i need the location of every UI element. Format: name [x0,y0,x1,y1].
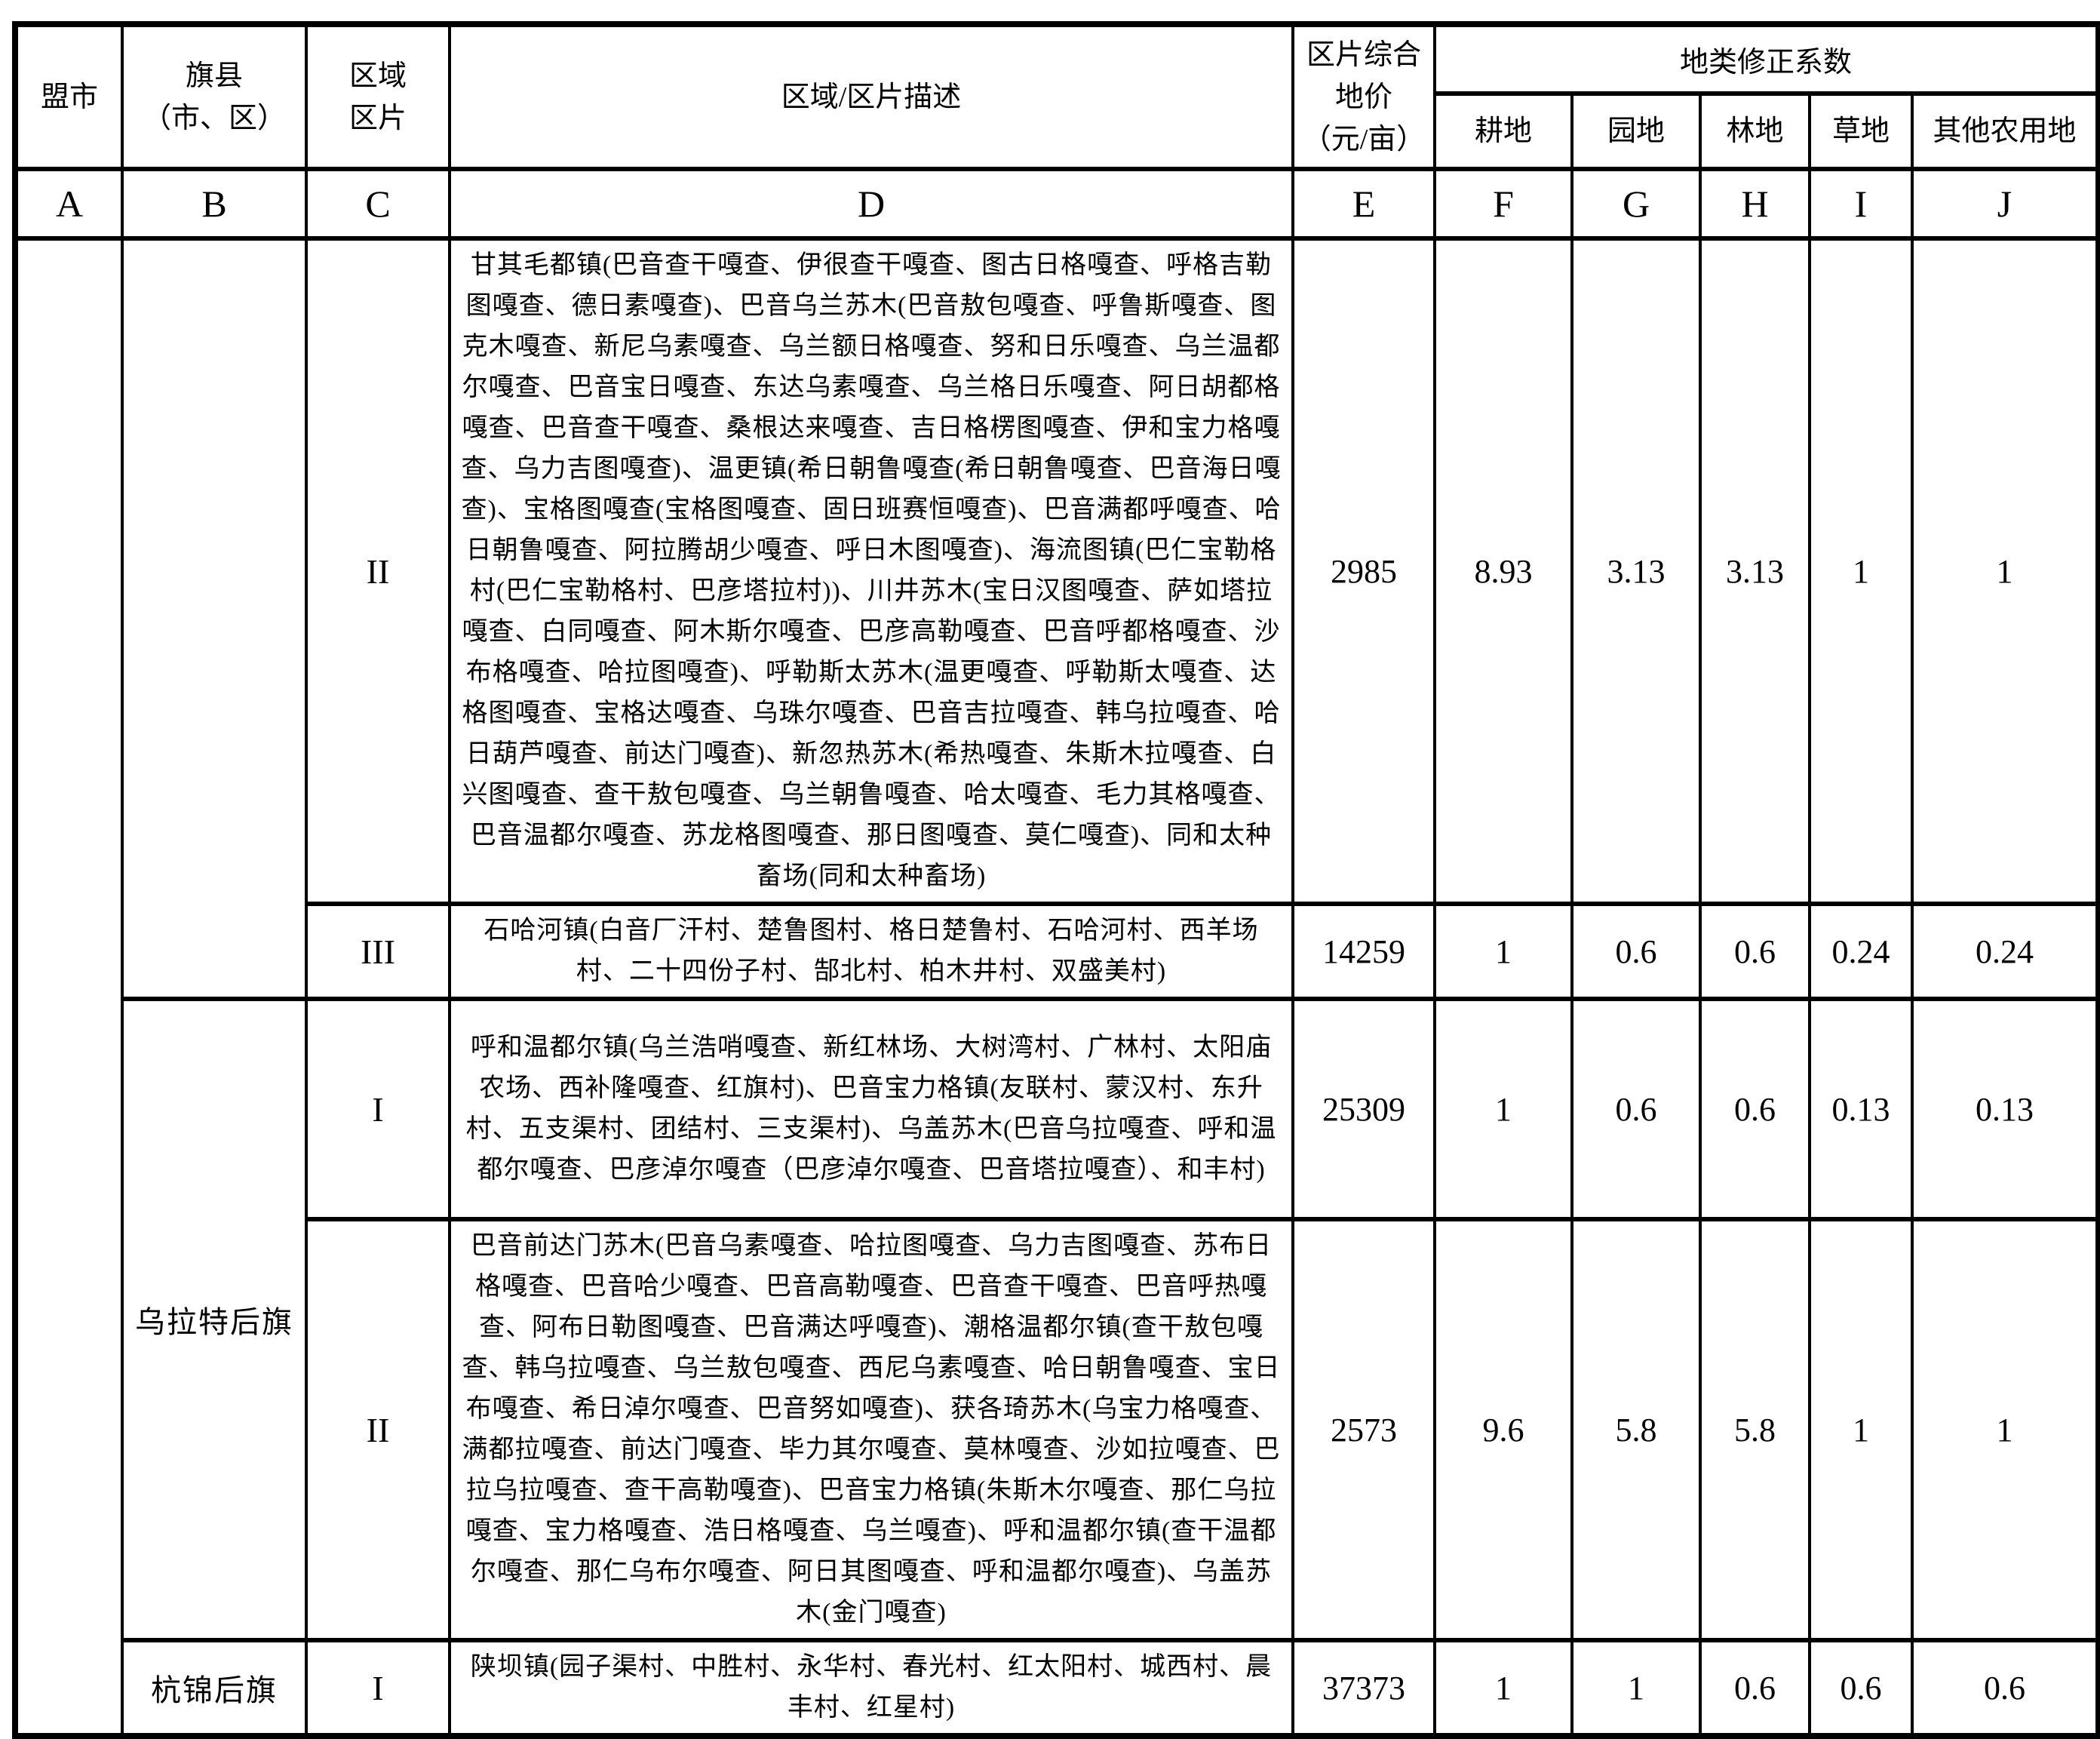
county-cell-wulatehouqi: 乌拉特后旗 [121,997,308,1642]
price-cell: 2573 [1291,1217,1436,1642]
description-cell: 甘其毛都镇(巴音查干嘎查、伊很查干嘎查、图古日格嘎查、呼格吉勒图嘎查、德日素嘎查… [448,236,1294,906]
description-cell: 石哈河镇(白音厂汗村、楚鲁图村、格日楚鲁村、石哈河村、西羊场村、二十四份子村、郜… [448,902,1294,1001]
coeff-garden-cell: 3.13 [1570,236,1702,906]
header-zone: 区域 区片 [305,22,451,171]
header-forest-land: 林地 [1699,91,1811,171]
price-cell: 25309 [1291,997,1436,1221]
price-cell: 2985 [1291,236,1436,906]
coeff-grass-cell: 0.6 [1808,1638,1914,1738]
coeff-other-cell: 0.6 [1910,1638,2100,1738]
coeff-garden-cell: 0.6 [1570,997,1702,1221]
league-cell [14,236,124,1738]
scanned-table-sheet: 盟市 旗县 （市、区） 区域 区片 区域/区片描述 区片综合 地价 （元/亩） … [12,21,2100,1739]
coeff-cultivated-cell: 1 [1433,997,1573,1221]
header-price: 区片综合 地价 （元/亩） [1291,22,1436,171]
column-letter-h: H [1699,167,1811,241]
description-cell: 呼和温都尔镇(乌兰浩哨嘎查、新红林场、大树湾村、广林村、太阳庙农场、西补隆嘎查、… [448,997,1294,1221]
coeff-cultivated-cell: 9.6 [1433,1217,1573,1642]
coeff-garden-cell: 0.6 [1570,902,1702,1001]
column-letter-i: I [1808,167,1914,241]
description-cell: 陕坝镇(园子渠村、中胜村、永华村、春光村、红太阳村、城西村、晨丰村、红星村) [448,1638,1294,1738]
zone-cell: I [305,1638,451,1738]
column-letter-d: D [448,167,1294,241]
zone-cell: III [305,902,451,1001]
column-letter-j: J [1910,167,2100,241]
column-letter-e: E [1291,167,1436,241]
coeff-other-cell: 0.24 [1910,902,2100,1001]
column-letter-g: G [1570,167,1702,241]
coeff-other-cell: 0.13 [1910,997,2100,1221]
price-cell: 37373 [1291,1638,1436,1738]
zone-cell: II [305,236,451,906]
header-grass-land: 草地 [1808,91,1914,171]
header-garden-land: 园地 [1570,91,1702,171]
column-letter-b: B [121,167,308,241]
header-county: 旗县 （市、区） [121,22,308,171]
coeff-other-cell: 1 [1910,1217,2100,1642]
coeff-grass-cell: 1 [1808,1217,1914,1642]
header-cultivated-land: 耕地 [1433,91,1573,171]
coeff-other-cell: 1 [1910,236,2100,906]
zone-cell: I [305,997,451,1221]
header-coefficient-group: 地类修正系数 [1432,22,2100,96]
coeff-forest-cell: 3.13 [1699,236,1811,906]
description-cell: 巴音前达门苏木(巴音乌素嘎查、哈拉图嘎查、乌力吉图嘎查、苏布日格嘎查、巴音哈少嘎… [448,1217,1294,1642]
coeff-grass-cell: 0.24 [1808,902,1914,1001]
coeff-forest-cell: 0.6 [1699,1638,1811,1738]
price-cell: 14259 [1291,902,1436,1001]
coeff-cultivated-cell: 1 [1433,1638,1573,1738]
coeff-forest-cell: 0.6 [1699,997,1811,1221]
column-letter-c: C [305,167,451,241]
column-letter-a: A [14,167,124,241]
header-league: 盟市 [14,22,124,171]
coeff-cultivated-cell: 8.93 [1433,236,1573,906]
coeff-forest-cell: 5.8 [1699,1217,1811,1642]
header-description: 区域/区片描述 [448,22,1294,171]
zone-cell: II [305,1217,451,1642]
county-cell-hangjinhouqi: 杭锦后旗 [121,1638,308,1738]
coeff-cultivated-cell: 1 [1433,902,1573,1001]
coeff-garden-cell: 1 [1570,1638,1702,1738]
column-letter-f: F [1433,167,1573,241]
coeff-grass-cell: 0.13 [1808,997,1914,1221]
coeff-garden-cell: 5.8 [1570,1217,1702,1642]
county-cell-empty [121,236,308,1001]
coeff-grass-cell: 1 [1808,236,1914,906]
header-other-agricultural-land: 其他农用地 [1910,91,2100,171]
land-price-table: 盟市 旗县 （市、区） 区域 区片 区域/区片描述 区片综合 地价 （元/亩） … [12,21,2100,1739]
coeff-forest-cell: 0.6 [1699,902,1811,1001]
